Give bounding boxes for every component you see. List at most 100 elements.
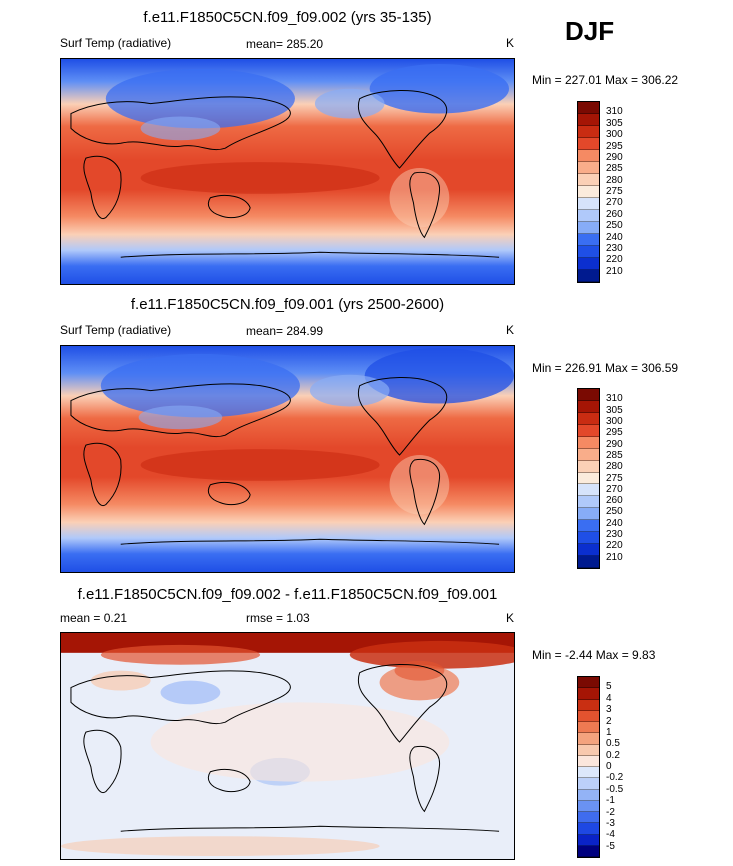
panel1-unit-label: K <box>506 36 515 50</box>
colorbar-tick-label: -4 <box>606 829 615 841</box>
colorbar-tick-label: 270 <box>606 483 623 495</box>
colorbar-tick-label: 3 <box>606 704 612 716</box>
colorbar-swatch <box>578 246 599 258</box>
colorbar-swatch <box>578 138 599 150</box>
colorbar-swatch <box>578 532 599 545</box>
colorbar-tick-label: 300 <box>606 129 623 141</box>
colorbar-swatch <box>578 789 599 801</box>
colorbar-swatch <box>578 508 599 521</box>
panel2-map-svg <box>61 346 514 572</box>
colorbar-tick-label: 2 <box>606 715 612 727</box>
colorbar-swatch <box>578 496 599 509</box>
colorbar-tick-label: 275 <box>606 186 623 197</box>
colorbar-swatch <box>578 400 599 413</box>
colorbar-tick-label: 230 <box>606 242 623 254</box>
panel2-unit-label: K <box>506 323 515 337</box>
colorbar-tick-label: -0.2 <box>606 772 624 784</box>
colorbar-swatch <box>578 699 599 711</box>
colorbar-tick-label: 260 <box>606 208 623 220</box>
colorbar-swatch <box>578 222 599 234</box>
colorbar-tick-label: 305 <box>606 404 623 416</box>
colorbar-swatch <box>578 823 599 835</box>
colorbar-swatch <box>578 234 599 246</box>
colorbar-swatch <box>578 520 599 533</box>
colorbar-tick-label: 300 <box>606 415 623 427</box>
colorbar-swatch <box>578 198 599 210</box>
colorbar-swatch <box>578 270 599 282</box>
colorbar-tick-label: 1 <box>606 726 612 738</box>
colorbar-swatch <box>578 150 599 162</box>
colorbar-tick-label: 270 <box>606 197 623 209</box>
colorbar-swatch <box>578 186 599 198</box>
panel1-mean-label: mean= 285.20 <box>246 37 324 51</box>
colorbar-tick-label: 4 <box>606 692 612 704</box>
panel3-map <box>60 632 515 860</box>
colorbar-swatch <box>578 162 599 174</box>
colorbar-tick-label: 240 <box>606 517 623 529</box>
colorbar-swatch <box>578 126 599 138</box>
colorbar-swatch <box>578 424 599 437</box>
colorbar-swatch <box>578 733 599 745</box>
colorbar-swatch <box>578 102 599 114</box>
colorbar-tick-label: -0.5 <box>606 783 624 795</box>
panel2-mean-label: mean= 284.99 <box>246 324 324 338</box>
colorbar-swatch <box>578 677 599 689</box>
colorbar-tick-label: 295 <box>606 427 623 439</box>
colorbar-tick-label: -2 <box>606 806 615 818</box>
colorbar-swatch <box>578 778 599 790</box>
colorbar-swatch <box>578 755 599 767</box>
colorbar-tick-label: -5 <box>606 840 615 852</box>
colorbar-swatch <box>578 834 599 846</box>
panel3-rmse-label: rmse = 1.03 <box>246 611 310 625</box>
colorbar-tick-label: 5 <box>606 681 612 693</box>
panel2-title: f.e11.F1850C5CN.f09_f09.001 (yrs 2500-26… <box>130 296 445 313</box>
panel1-colorbar <box>577 101 600 283</box>
panel3-map-svg <box>61 633 514 859</box>
panel3-colorbar <box>577 676 600 858</box>
colorbar-swatch <box>578 484 599 497</box>
colorbar-swatch <box>578 436 599 449</box>
colorbar-swatch <box>578 744 599 756</box>
colorbar-swatch <box>578 114 599 126</box>
colorbar-tick-label: 250 <box>606 506 623 518</box>
panel3-unit-label: K <box>506 611 515 625</box>
season-label: DJF <box>565 16 615 46</box>
colorbar-tick-label: 310 <box>606 393 623 405</box>
colorbar-tick-label: 280 <box>606 174 623 186</box>
colorbar-tick-label: 250 <box>606 220 623 232</box>
panel1-map-svg <box>61 59 514 284</box>
colorbar-tick-label: 285 <box>606 449 623 461</box>
panel2-map <box>60 345 515 573</box>
colorbar-swatch <box>578 544 599 557</box>
colorbar-swatch <box>578 174 599 186</box>
colorbar-swatch <box>578 800 599 812</box>
colorbar-tick-label: 220 <box>606 540 623 552</box>
colorbar-tick-label: -3 <box>606 817 615 829</box>
colorbar-tick-label: 295 <box>606 140 623 152</box>
colorbar-tick-label: 210 <box>606 265 623 277</box>
colorbar-swatch <box>578 722 599 734</box>
panel1-variable-label: Surf Temp (radiative) <box>60 36 172 50</box>
colorbar-swatch <box>578 412 599 425</box>
colorbar-swatch <box>578 812 599 824</box>
colorbar-tick-label: 210 <box>606 551 623 563</box>
panel2-colorbar <box>577 388 600 569</box>
colorbar-tick-label: -1 <box>606 795 615 807</box>
colorbar-tick-label: 290 <box>606 151 623 163</box>
colorbar-tick-label: 230 <box>606 529 623 541</box>
colorbar-swatch <box>578 389 599 401</box>
colorbar-swatch <box>578 688 599 700</box>
colorbar-swatch <box>578 767 599 779</box>
panel3-minmax: Min = -2.44 Max = 9.83 <box>532 648 656 662</box>
colorbar-tick-label: 240 <box>606 231 623 243</box>
colorbar-swatch <box>578 710 599 722</box>
colorbar-swatch <box>578 556 599 568</box>
colorbar-tick-label: 0.2 <box>606 749 620 761</box>
colorbar-swatch <box>578 472 599 485</box>
colorbar-swatch <box>578 258 599 270</box>
panel2-variable-label: Surf Temp (radiative) <box>60 323 172 337</box>
colorbar-tick-label: 280 <box>606 461 623 473</box>
colorbar-tick-label: 0.5 <box>606 738 620 750</box>
colorbar-swatch <box>578 210 599 222</box>
panel2-minmax: Min = 226.91 Max = 306.59 <box>532 361 679 375</box>
